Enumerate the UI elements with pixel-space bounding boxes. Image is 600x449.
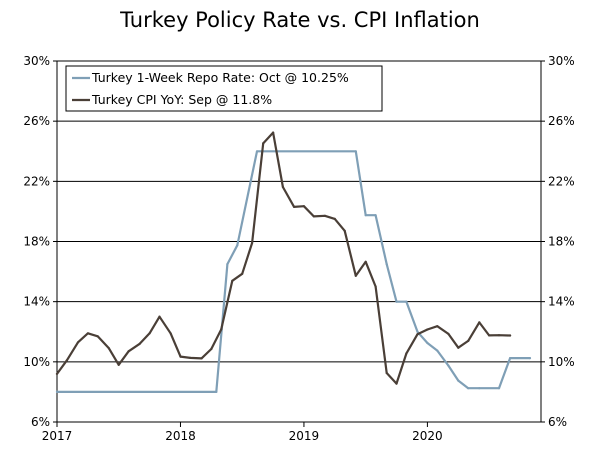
legend-box xyxy=(65,65,383,112)
y-tick-label-left: 22% xyxy=(23,174,50,188)
cpi-point xyxy=(497,334,501,337)
cpi-point xyxy=(55,372,59,375)
cpi-point xyxy=(241,272,244,275)
cpi-point xyxy=(509,334,512,337)
cpi-point xyxy=(354,274,357,277)
y-tick-label-right: 10% xyxy=(548,355,575,369)
repo-rate-point xyxy=(509,357,512,360)
repo-rate-point xyxy=(405,300,408,303)
x-tick-label: 2020 xyxy=(412,429,443,443)
repo-rate-point xyxy=(354,150,357,153)
y-axis-left: 30% 26% 22% 18% 14% 10% 6% xyxy=(23,54,57,429)
repo-rate-point xyxy=(528,357,532,360)
repo-rate-point xyxy=(478,387,481,390)
cpi-point xyxy=(426,328,429,331)
cpi-point xyxy=(117,363,120,366)
cpi-point xyxy=(323,214,326,217)
repo-rate-point xyxy=(215,390,218,393)
y-tick-label-right: 18% xyxy=(548,235,575,249)
cpi-point xyxy=(478,321,481,324)
cpi-point xyxy=(200,357,203,360)
y-tick-label-left: 26% xyxy=(23,114,50,128)
y-tick-label-left: 30% xyxy=(23,54,50,68)
cpi-point xyxy=(231,279,234,282)
y-tick-label-right: 26% xyxy=(548,114,575,128)
cpi-point xyxy=(395,382,398,385)
repo-rate-point xyxy=(426,341,429,345)
cpi-point xyxy=(127,350,130,353)
cpi-point xyxy=(189,356,192,359)
cpi-point xyxy=(262,142,265,145)
y-tick-label-left: 14% xyxy=(23,295,50,309)
y-tick-label-right: 30% xyxy=(548,54,575,68)
repo-rate-point xyxy=(226,263,229,266)
y-tick-label-left: 6% xyxy=(31,415,50,429)
cpi-point xyxy=(210,347,213,351)
y-tick-label-left: 18% xyxy=(23,235,50,249)
cpi-point xyxy=(312,215,315,218)
repo-rate-point xyxy=(467,387,470,390)
cpi-point xyxy=(96,335,99,338)
y-tick-label-right: 22% xyxy=(548,174,575,188)
cpi-point xyxy=(405,352,408,355)
cpi-point xyxy=(293,205,296,208)
cpi-point xyxy=(86,332,89,335)
cpi-point xyxy=(169,332,172,335)
series-layer xyxy=(55,131,532,393)
cpi-point xyxy=(374,285,377,288)
legend-label: Turkey 1-Week Repo Rate: Oct @ 10.25% xyxy=(91,70,349,85)
chart-title: Turkey Policy Rate vs. CPI Inflation xyxy=(120,8,480,32)
cpi-point xyxy=(343,229,346,232)
repo-rate-point xyxy=(374,214,377,217)
cpi-point xyxy=(76,341,80,344)
cpi-point xyxy=(457,346,460,349)
repo-rate-point xyxy=(236,244,239,247)
cpi-point xyxy=(281,185,284,189)
cpi-point xyxy=(416,333,419,336)
repo-rate-point xyxy=(255,150,259,153)
repo-rate-point xyxy=(364,214,367,217)
y-tick-label-right: 6% xyxy=(548,415,567,429)
repo-rate-point xyxy=(447,364,450,367)
cpi-point xyxy=(333,217,336,220)
cpi-point xyxy=(65,359,68,362)
cpi-point xyxy=(467,339,470,342)
legend-label: Turkey CPI YoY: Sep @ 11.8% xyxy=(91,92,272,107)
repo-rate-point xyxy=(55,390,59,393)
repo-rate-point xyxy=(395,300,398,303)
cpi-point xyxy=(251,241,254,245)
series-line-repo-rate xyxy=(55,150,532,393)
cpi-point xyxy=(385,371,388,375)
cpi-point xyxy=(272,131,275,134)
gridlines xyxy=(57,120,541,363)
cpi-point xyxy=(436,325,439,328)
cpi-point xyxy=(220,328,223,331)
cpi-point xyxy=(364,260,367,263)
x-axis: 2017 2018 2019 2020 xyxy=(42,422,443,443)
repo-rate-point xyxy=(436,349,439,352)
repo-rate-point xyxy=(385,263,388,266)
cpi-point xyxy=(158,315,161,318)
cpi-point xyxy=(179,355,182,358)
x-tick-label: 2019 xyxy=(289,429,320,443)
cpi-point xyxy=(148,332,151,335)
cpi-point xyxy=(107,347,110,350)
cpi-point xyxy=(302,205,305,208)
legend: Turkey 1-Week Repo Rate: Oct @ 10.25% Tur… xyxy=(65,65,383,112)
y-tick-label-right: 14% xyxy=(548,295,575,309)
repo-rate-point xyxy=(457,379,460,382)
x-tick-label: 2018 xyxy=(165,429,196,443)
cpi-point xyxy=(488,334,491,337)
y-tick-label-left: 10% xyxy=(23,355,50,369)
x-tick-label: 2017 xyxy=(42,429,73,443)
y-axis-right: 30% 26% 22% 18% 14% 10% 6% xyxy=(541,54,575,429)
repo-rate-point xyxy=(416,330,419,333)
cpi-point xyxy=(138,342,141,345)
repo-rate-point xyxy=(497,387,501,390)
series-line-cpi xyxy=(55,131,512,385)
cpi-point xyxy=(447,332,450,335)
